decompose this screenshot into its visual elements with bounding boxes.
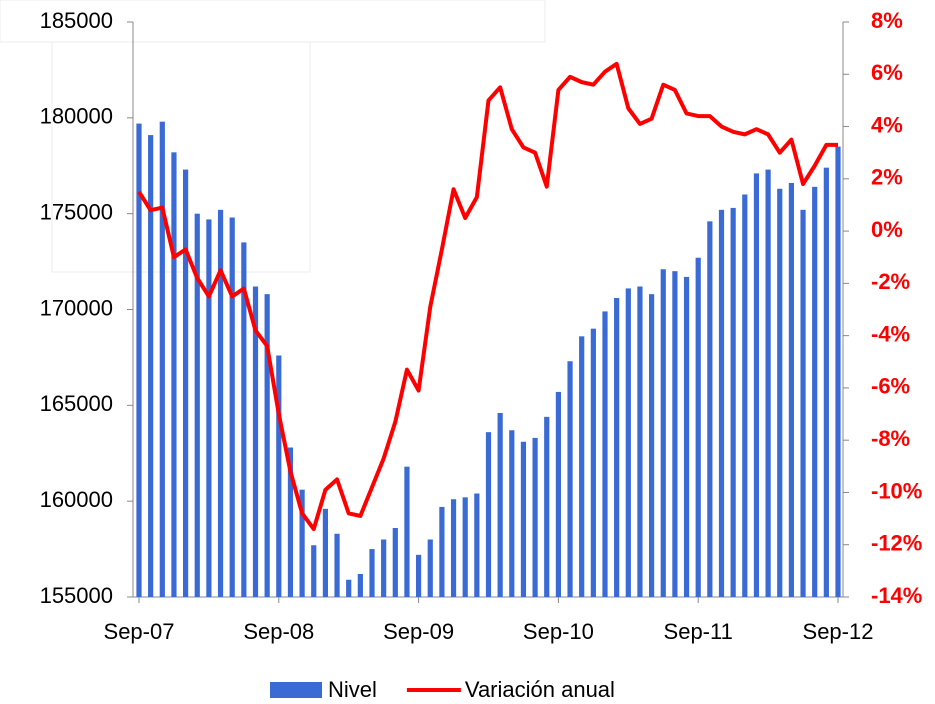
bar <box>159 121 165 598</box>
bar <box>602 311 608 597</box>
y-tick-label: 175000 <box>40 199 113 224</box>
background-frame <box>51 41 311 273</box>
legend-label: Nivel <box>328 677 377 702</box>
y2-tick-label: -14% <box>871 583 922 608</box>
bar <box>311 545 317 597</box>
y2-tick-label: -12% <box>871 531 922 556</box>
y-tick-label: 160000 <box>40 487 113 512</box>
y2-tick-label: 8% <box>871 8 903 33</box>
x-tick-label: Sep-07 <box>104 619 175 644</box>
bar <box>730 207 736 597</box>
bar <box>555 391 561 597</box>
bar <box>171 152 177 598</box>
y2-tick-label: 2% <box>871 165 903 190</box>
bar <box>287 447 294 597</box>
y-tick-label: 180000 <box>40 104 113 129</box>
bar <box>544 416 550 597</box>
bar <box>637 286 643 597</box>
y-tick-label: 185000 <box>40 8 113 33</box>
bar <box>718 209 725 598</box>
bar <box>753 173 760 597</box>
bar <box>299 489 305 597</box>
bar <box>520 441 527 597</box>
bar <box>649 294 655 597</box>
x-tick-label: Sep-08 <box>243 619 314 644</box>
y2-tick-label: 4% <box>871 112 903 137</box>
bar <box>369 549 375 597</box>
y2-tick-label: 6% <box>871 60 903 85</box>
bar <box>229 217 235 597</box>
bar <box>404 466 410 597</box>
bar <box>765 169 771 598</box>
bar <box>241 242 247 597</box>
bar <box>357 574 363 597</box>
bar <box>590 328 596 597</box>
bar <box>148 135 154 598</box>
bar <box>532 437 538 597</box>
bar <box>660 269 666 597</box>
bar <box>497 413 503 597</box>
bar <box>485 432 492 597</box>
bar <box>322 508 328 597</box>
y2-tick-label: -6% <box>871 374 910 399</box>
bar <box>567 361 573 597</box>
x-tick-label: Sep-10 <box>523 619 594 644</box>
y2-tick-label: 0% <box>871 217 903 242</box>
bar <box>206 219 212 597</box>
bar <box>136 123 142 597</box>
bar <box>614 298 620 597</box>
bar <box>742 194 748 597</box>
line <box>137 61 838 532</box>
y-tick-label: 170000 <box>40 295 113 320</box>
bar <box>683 276 690 597</box>
bar <box>812 186 818 598</box>
bar <box>427 539 433 597</box>
bar <box>392 528 398 597</box>
bar <box>334 533 340 597</box>
bar <box>264 294 270 597</box>
bar <box>416 554 422 597</box>
bar <box>252 286 259 597</box>
bar <box>183 169 189 598</box>
bar <box>462 497 468 597</box>
x-tick-label: Sep-11 <box>664 619 733 644</box>
bar <box>346 579 352 597</box>
y-tick-label: 165000 <box>40 391 113 416</box>
x-tick-label: Sep-12 <box>803 619 874 644</box>
bar <box>777 188 783 597</box>
legend-swatch <box>270 682 322 698</box>
bar <box>439 506 445 597</box>
bar <box>823 167 829 597</box>
bar <box>695 257 701 597</box>
y-tick-label: 155000 <box>40 583 113 608</box>
bar <box>672 271 678 597</box>
bar <box>450 499 457 597</box>
bar <box>625 288 631 597</box>
x-tick-label: Sep-09 <box>383 619 454 644</box>
bar <box>276 355 282 597</box>
bar <box>194 213 200 597</box>
y2-tick-label: -4% <box>871 321 910 346</box>
bar <box>579 336 585 597</box>
bar <box>381 539 387 597</box>
bar <box>835 146 841 598</box>
legend-label: Variación anual <box>465 677 615 702</box>
bar <box>474 493 480 597</box>
bar <box>800 209 806 598</box>
bar <box>509 430 515 597</box>
y2-tick-label: -8% <box>871 426 910 451</box>
bar <box>788 183 794 597</box>
y2-tick-label: -10% <box>871 478 922 503</box>
bar <box>707 221 713 598</box>
y2-tick-label: -2% <box>871 269 910 294</box>
bar <box>217 209 224 598</box>
